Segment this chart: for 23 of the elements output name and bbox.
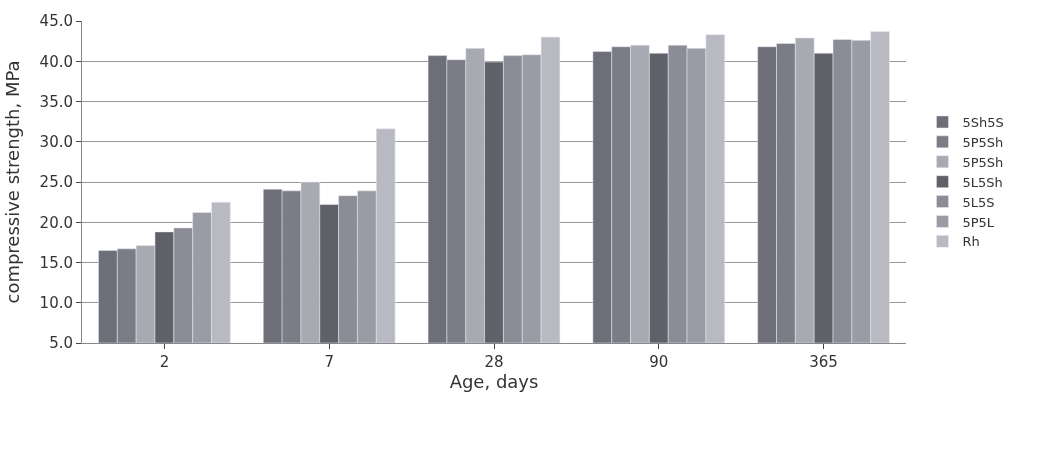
- y-tick-label: 25.0: [39, 173, 73, 192]
- legend-label: 5P5L: [962, 214, 995, 230]
- legend-label: 5P5Sh: [962, 134, 1004, 150]
- legend-label: 5L5Sh: [962, 174, 1003, 190]
- legend-label: 5L5S: [962, 194, 995, 210]
- x-tick-label: 2: [159, 353, 170, 371]
- x-tick-label: 28: [484, 353, 504, 371]
- y-tick-label: 20.0: [39, 213, 73, 232]
- legend-label: Rh: [962, 234, 980, 250]
- y-tick-label: 35.0: [39, 92, 73, 111]
- x-tick-label: 90: [649, 353, 669, 371]
- y-tick-label: 45.0: [39, 12, 73, 31]
- y-axis-title: compressive strength, MPa: [1, 60, 23, 304]
- y-tick-label: 15.0: [39, 253, 73, 272]
- x-axis-title: Age, days: [449, 371, 539, 392]
- x-tick-label: 7: [324, 353, 334, 371]
- y-tick-label: 40.0: [39, 52, 73, 71]
- y-tick-label: 5.0: [49, 334, 73, 353]
- legend-label: 5P5Sh: [962, 154, 1004, 170]
- y-tick-label: 30.0: [39, 133, 73, 151]
- y-tick-label: 10.0: [39, 294, 73, 312]
- legend-label: 5Sh5S: [962, 115, 1004, 131]
- x-tick-label: 365: [809, 353, 838, 371]
